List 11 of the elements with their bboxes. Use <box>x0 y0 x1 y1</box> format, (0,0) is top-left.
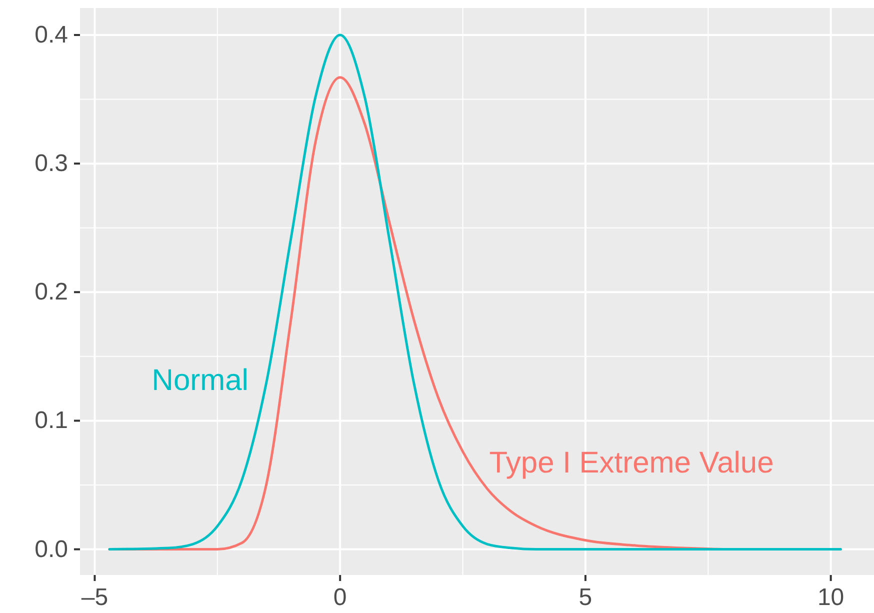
y-tick-label: 0.3 <box>34 150 68 178</box>
x-tick-label: –5 <box>81 584 108 611</box>
series-label: Normal <box>152 364 248 398</box>
x-tick-label: 0 <box>333 584 347 611</box>
series-label: Type I Extreme Value <box>489 446 774 480</box>
y-tick-label: 0.2 <box>34 278 68 306</box>
x-tick-label: 10 <box>817 584 844 611</box>
y-tick-label: 0.4 <box>34 22 68 48</box>
x-tick-label: 5 <box>578 584 592 611</box>
y-tick-label: 0.0 <box>34 536 68 563</box>
y-tick-label: 0.1 <box>34 407 68 434</box>
